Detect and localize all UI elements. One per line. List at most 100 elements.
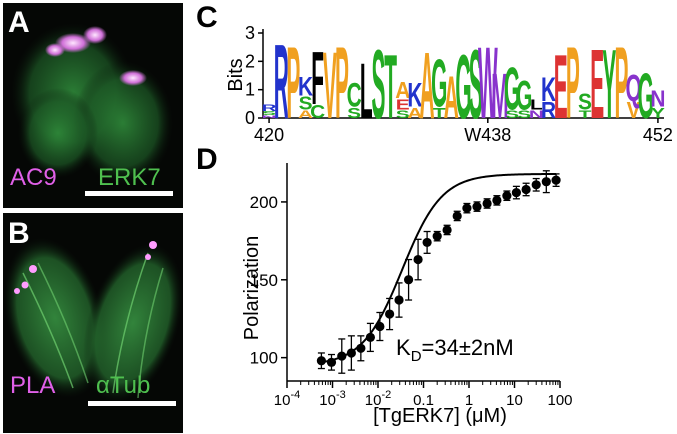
logo-letter: G	[504, 55, 520, 123]
logo-letter: T	[384, 35, 397, 137]
logo-letter: E	[554, 35, 568, 137]
logo-letters: NSRRPASKCFVPSCLSTSEAAKATGAGSWMSGSGNLRKEP…	[262, 24, 666, 142]
data-point	[403, 258, 414, 301]
point-marker	[394, 295, 404, 305]
data-point	[385, 297, 395, 331]
fp-axes: 100 150 200 10-4 10-3 10-2 0.1 1 10 100	[250, 163, 573, 409]
fp-xtick-label: 10	[506, 392, 523, 409]
data-point	[365, 322, 375, 353]
logo-xtick-label: W438	[464, 125, 511, 145]
data-point	[492, 195, 502, 206]
fp-xtick-label: 100	[547, 392, 572, 409]
logo-letter: N	[650, 86, 665, 112]
scale-bar-b	[88, 401, 176, 406]
logo-letter: A	[298, 108, 313, 121]
logo-letter: E	[396, 96, 410, 113]
point-marker	[346, 348, 356, 358]
logo-letter: V	[627, 97, 641, 123]
point-marker	[462, 203, 472, 213]
logo-letter: A	[407, 105, 422, 122]
kd-value: =34±2nM	[422, 335, 514, 360]
logo-letter: E	[590, 31, 604, 140]
data-point	[326, 353, 337, 371]
logo-letter: F	[311, 36, 324, 121]
data-point	[337, 338, 347, 374]
data-point	[521, 182, 531, 197]
logo-letter: G	[455, 35, 471, 137]
point-marker	[511, 187, 521, 198]
logo-letter: A	[420, 34, 435, 139]
logo-letter: S	[517, 108, 531, 121]
data-point	[413, 238, 423, 281]
fp-ytick-label: 150	[250, 271, 278, 290]
logo-letter: R	[541, 97, 556, 123]
data-point	[502, 190, 512, 202]
logo-letter: N	[529, 108, 544, 121]
point-marker	[442, 225, 452, 235]
panel-letter-d: D	[196, 143, 218, 176]
data-point	[511, 185, 521, 200]
micrograph-a	[3, 3, 183, 208]
fp-ytick-label: 100	[250, 349, 278, 368]
logo-letter: S	[578, 89, 592, 115]
logo-letter: S	[505, 108, 519, 121]
label-ac9: AC9	[10, 164, 57, 191]
logo-letter: G	[431, 44, 447, 121]
data-point	[452, 210, 462, 222]
data-point	[346, 335, 356, 371]
fp-xtick-label: 10-2	[365, 389, 391, 409]
point-marker	[432, 231, 442, 241]
data-point	[482, 198, 492, 209]
logo-letter: Y	[651, 105, 665, 122]
point-marker	[316, 356, 326, 366]
data-point	[531, 177, 541, 192]
fp-xtick-label: 1	[465, 392, 473, 409]
logo-letter: S	[469, 31, 483, 140]
micrograph-a-image	[11, 23, 173, 185]
logo-letter: N	[262, 115, 277, 119]
kd-annotation: KD=34±2nM	[396, 335, 514, 365]
logo-letter: Q	[625, 68, 641, 110]
logo-letter: A	[395, 77, 410, 103]
fp-xlabel: [TgERK7] (μM)	[373, 405, 507, 427]
point-marker	[531, 180, 541, 190]
logo-letter: R	[262, 103, 277, 113]
data-point	[316, 352, 326, 370]
logo-ytick-label: 1	[245, 80, 255, 100]
logo-letter: C	[310, 102, 325, 123]
fp-ylabel: Polarization	[241, 236, 263, 341]
point-marker	[551, 175, 561, 185]
point-marker	[326, 357, 337, 367]
logo-letter: T	[579, 108, 593, 121]
fp-xtick-label: 10-3	[319, 389, 345, 409]
micrograph-b	[3, 213, 183, 433]
point-marker	[472, 202, 482, 212]
logo-letter: G	[638, 62, 654, 133]
logo-letter: S	[347, 105, 361, 122]
logo-letter: G	[516, 72, 532, 119]
label-erk7: ERK7	[98, 164, 161, 191]
logo-letter: S	[396, 108, 410, 121]
data-point	[422, 230, 432, 254]
logo-letter: K	[298, 72, 313, 102]
logo-letter: A	[444, 63, 459, 131]
panel-letter-b: B	[8, 217, 30, 250]
logo-letter: P	[566, 25, 580, 140]
logo-letter: R	[274, 24, 289, 142]
logo-xtick-label: 452	[643, 125, 673, 145]
logo-letter: C	[347, 75, 362, 114]
logo-letter: P	[615, 25, 629, 140]
logo-xtick-label: 420	[254, 125, 284, 145]
kd-prefix: K	[396, 335, 411, 360]
point-marker	[403, 275, 414, 285]
logo-letter: P	[335, 25, 349, 140]
point-marker	[375, 321, 385, 332]
point-marker	[482, 198, 492, 209]
label-pla: PLA	[10, 372, 56, 399]
logo-ytick-label: 0	[245, 108, 255, 128]
logo-letter: K	[407, 75, 423, 114]
logo-letter: T	[433, 105, 446, 122]
logo-letter: S	[262, 110, 276, 116]
point-marker	[365, 332, 375, 342]
